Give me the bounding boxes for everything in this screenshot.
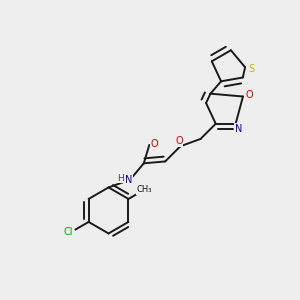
Text: O: O — [246, 90, 253, 100]
Text: O: O — [150, 139, 158, 149]
Text: S: S — [249, 64, 255, 74]
Text: H: H — [117, 174, 124, 183]
Text: CH₃: CH₃ — [136, 185, 152, 194]
Text: N: N — [235, 124, 242, 134]
Text: Cl: Cl — [64, 227, 73, 237]
Text: N: N — [125, 176, 133, 185]
Text: O: O — [175, 136, 183, 146]
